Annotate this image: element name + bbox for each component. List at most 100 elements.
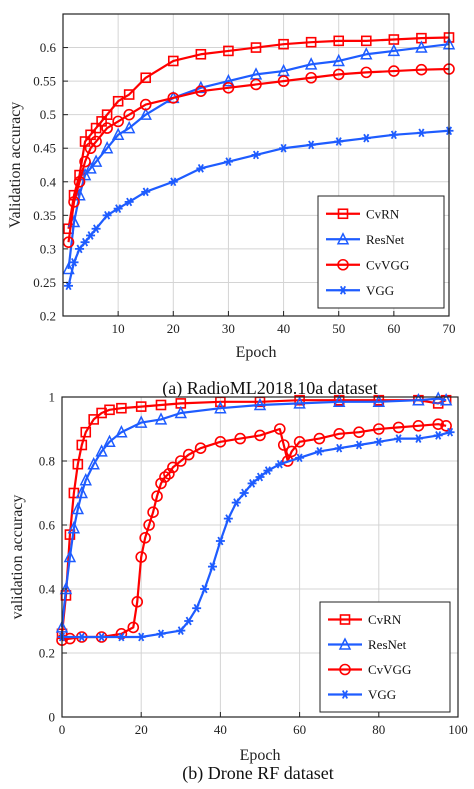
data-point bbox=[167, 92, 180, 104]
data-point bbox=[445, 427, 455, 437]
y-tick-label: 0.45 bbox=[33, 141, 56, 156]
data-point bbox=[314, 447, 324, 456]
data-point bbox=[131, 595, 144, 608]
legend-marker bbox=[339, 663, 351, 676]
data-point bbox=[250, 78, 262, 91]
plot-frame bbox=[61, 396, 459, 718]
data-point bbox=[100, 141, 114, 154]
data-point bbox=[155, 399, 167, 411]
data-point bbox=[387, 43, 401, 57]
data-point bbox=[102, 210, 112, 220]
y-tick-label: 0.5 bbox=[40, 107, 56, 122]
legend-label: ResNet bbox=[366, 232, 405, 247]
data-point bbox=[250, 42, 262, 53]
series-line-cvrn bbox=[60, 399, 447, 634]
data-point bbox=[156, 629, 166, 639]
data-point bbox=[293, 435, 306, 448]
legend: CvRN ResNet CvVGG VGG bbox=[319, 601, 451, 713]
data-point bbox=[215, 536, 225, 546]
x-tick-label: 30 bbox=[222, 321, 235, 336]
data-point bbox=[305, 36, 317, 48]
data-point bbox=[305, 71, 317, 84]
series-cvvgg bbox=[62, 63, 455, 248]
legend-label: CvVGG bbox=[368, 662, 411, 677]
data-point bbox=[101, 109, 113, 120]
legend-marker bbox=[338, 637, 352, 650]
x-tick-label: 10 bbox=[112, 321, 125, 336]
x-axis-label: Epoch bbox=[236, 344, 277, 361]
data-point bbox=[207, 562, 217, 571]
data-point bbox=[263, 466, 273, 475]
data-point bbox=[123, 89, 135, 100]
data-point bbox=[195, 85, 207, 97]
data-point bbox=[192, 603, 202, 613]
data-point bbox=[174, 405, 188, 419]
y-tick-label: 0.8 bbox=[39, 454, 55, 469]
data-point bbox=[195, 48, 207, 60]
data-point bbox=[90, 122, 102, 134]
legend-label: CvRN bbox=[366, 206, 400, 221]
data-point bbox=[332, 394, 346, 408]
data-point bbox=[77, 632, 87, 642]
data-point bbox=[372, 394, 386, 408]
data-point bbox=[440, 419, 452, 432]
data-point bbox=[285, 445, 298, 458]
data-point bbox=[332, 53, 345, 67]
series-vgg bbox=[64, 126, 454, 291]
data-point bbox=[332, 68, 345, 81]
y-tick-label: 0.4 bbox=[39, 582, 56, 597]
data-point bbox=[62, 261, 75, 275]
data-point bbox=[134, 415, 148, 428]
series-vgg bbox=[57, 427, 455, 642]
data-point bbox=[333, 427, 346, 440]
data-point bbox=[163, 467, 175, 480]
data-point bbox=[176, 626, 186, 635]
data-point bbox=[154, 412, 168, 425]
data-point bbox=[79, 155, 91, 168]
x-tick-label: 80 bbox=[372, 722, 385, 737]
series-line-vgg bbox=[62, 431, 451, 639]
series-line-cvrn bbox=[67, 36, 450, 229]
data-point bbox=[273, 423, 286, 435]
legend-label: ResNet bbox=[368, 637, 407, 652]
y-tick-label: 0.3 bbox=[40, 241, 56, 256]
data-point bbox=[360, 35, 372, 47]
data-point bbox=[412, 393, 425, 406]
y-tick-label: 0.2 bbox=[39, 646, 55, 661]
data-point bbox=[223, 45, 234, 57]
data-point bbox=[136, 632, 146, 642]
x-tick-label: 40 bbox=[214, 722, 227, 737]
data-point bbox=[127, 621, 140, 634]
data-point bbox=[67, 521, 81, 534]
data-point bbox=[63, 549, 77, 563]
data-point bbox=[116, 402, 127, 414]
data-point bbox=[76, 439, 88, 451]
data-point bbox=[112, 95, 124, 107]
y-tick-label: 0.6 bbox=[40, 40, 57, 55]
data-point bbox=[388, 65, 400, 77]
data-point bbox=[87, 457, 100, 470]
data-point bbox=[122, 120, 136, 134]
data-point bbox=[255, 472, 265, 482]
data-point bbox=[416, 128, 426, 138]
series-cvvgg bbox=[56, 418, 452, 647]
data-point bbox=[141, 187, 151, 197]
data-point bbox=[313, 432, 326, 445]
data-point bbox=[295, 453, 305, 463]
y-tick-label: 0.2 bbox=[40, 309, 56, 324]
data-point bbox=[222, 73, 235, 87]
y-tick-label: 0.55 bbox=[33, 74, 56, 89]
data-point bbox=[111, 127, 125, 141]
y-tick-label: 0 bbox=[49, 710, 56, 725]
data-point bbox=[151, 490, 163, 503]
data-point bbox=[103, 434, 116, 448]
data-point bbox=[333, 35, 345, 47]
legend-marker bbox=[338, 285, 348, 295]
legend-marker bbox=[337, 208, 349, 220]
series-line-resnet bbox=[60, 397, 447, 628]
data-point bbox=[361, 133, 371, 143]
data-point bbox=[89, 154, 103, 167]
y-axis-label: Validation accuracy bbox=[7, 102, 24, 229]
data-point bbox=[95, 444, 108, 457]
series-resnet bbox=[55, 391, 453, 633]
